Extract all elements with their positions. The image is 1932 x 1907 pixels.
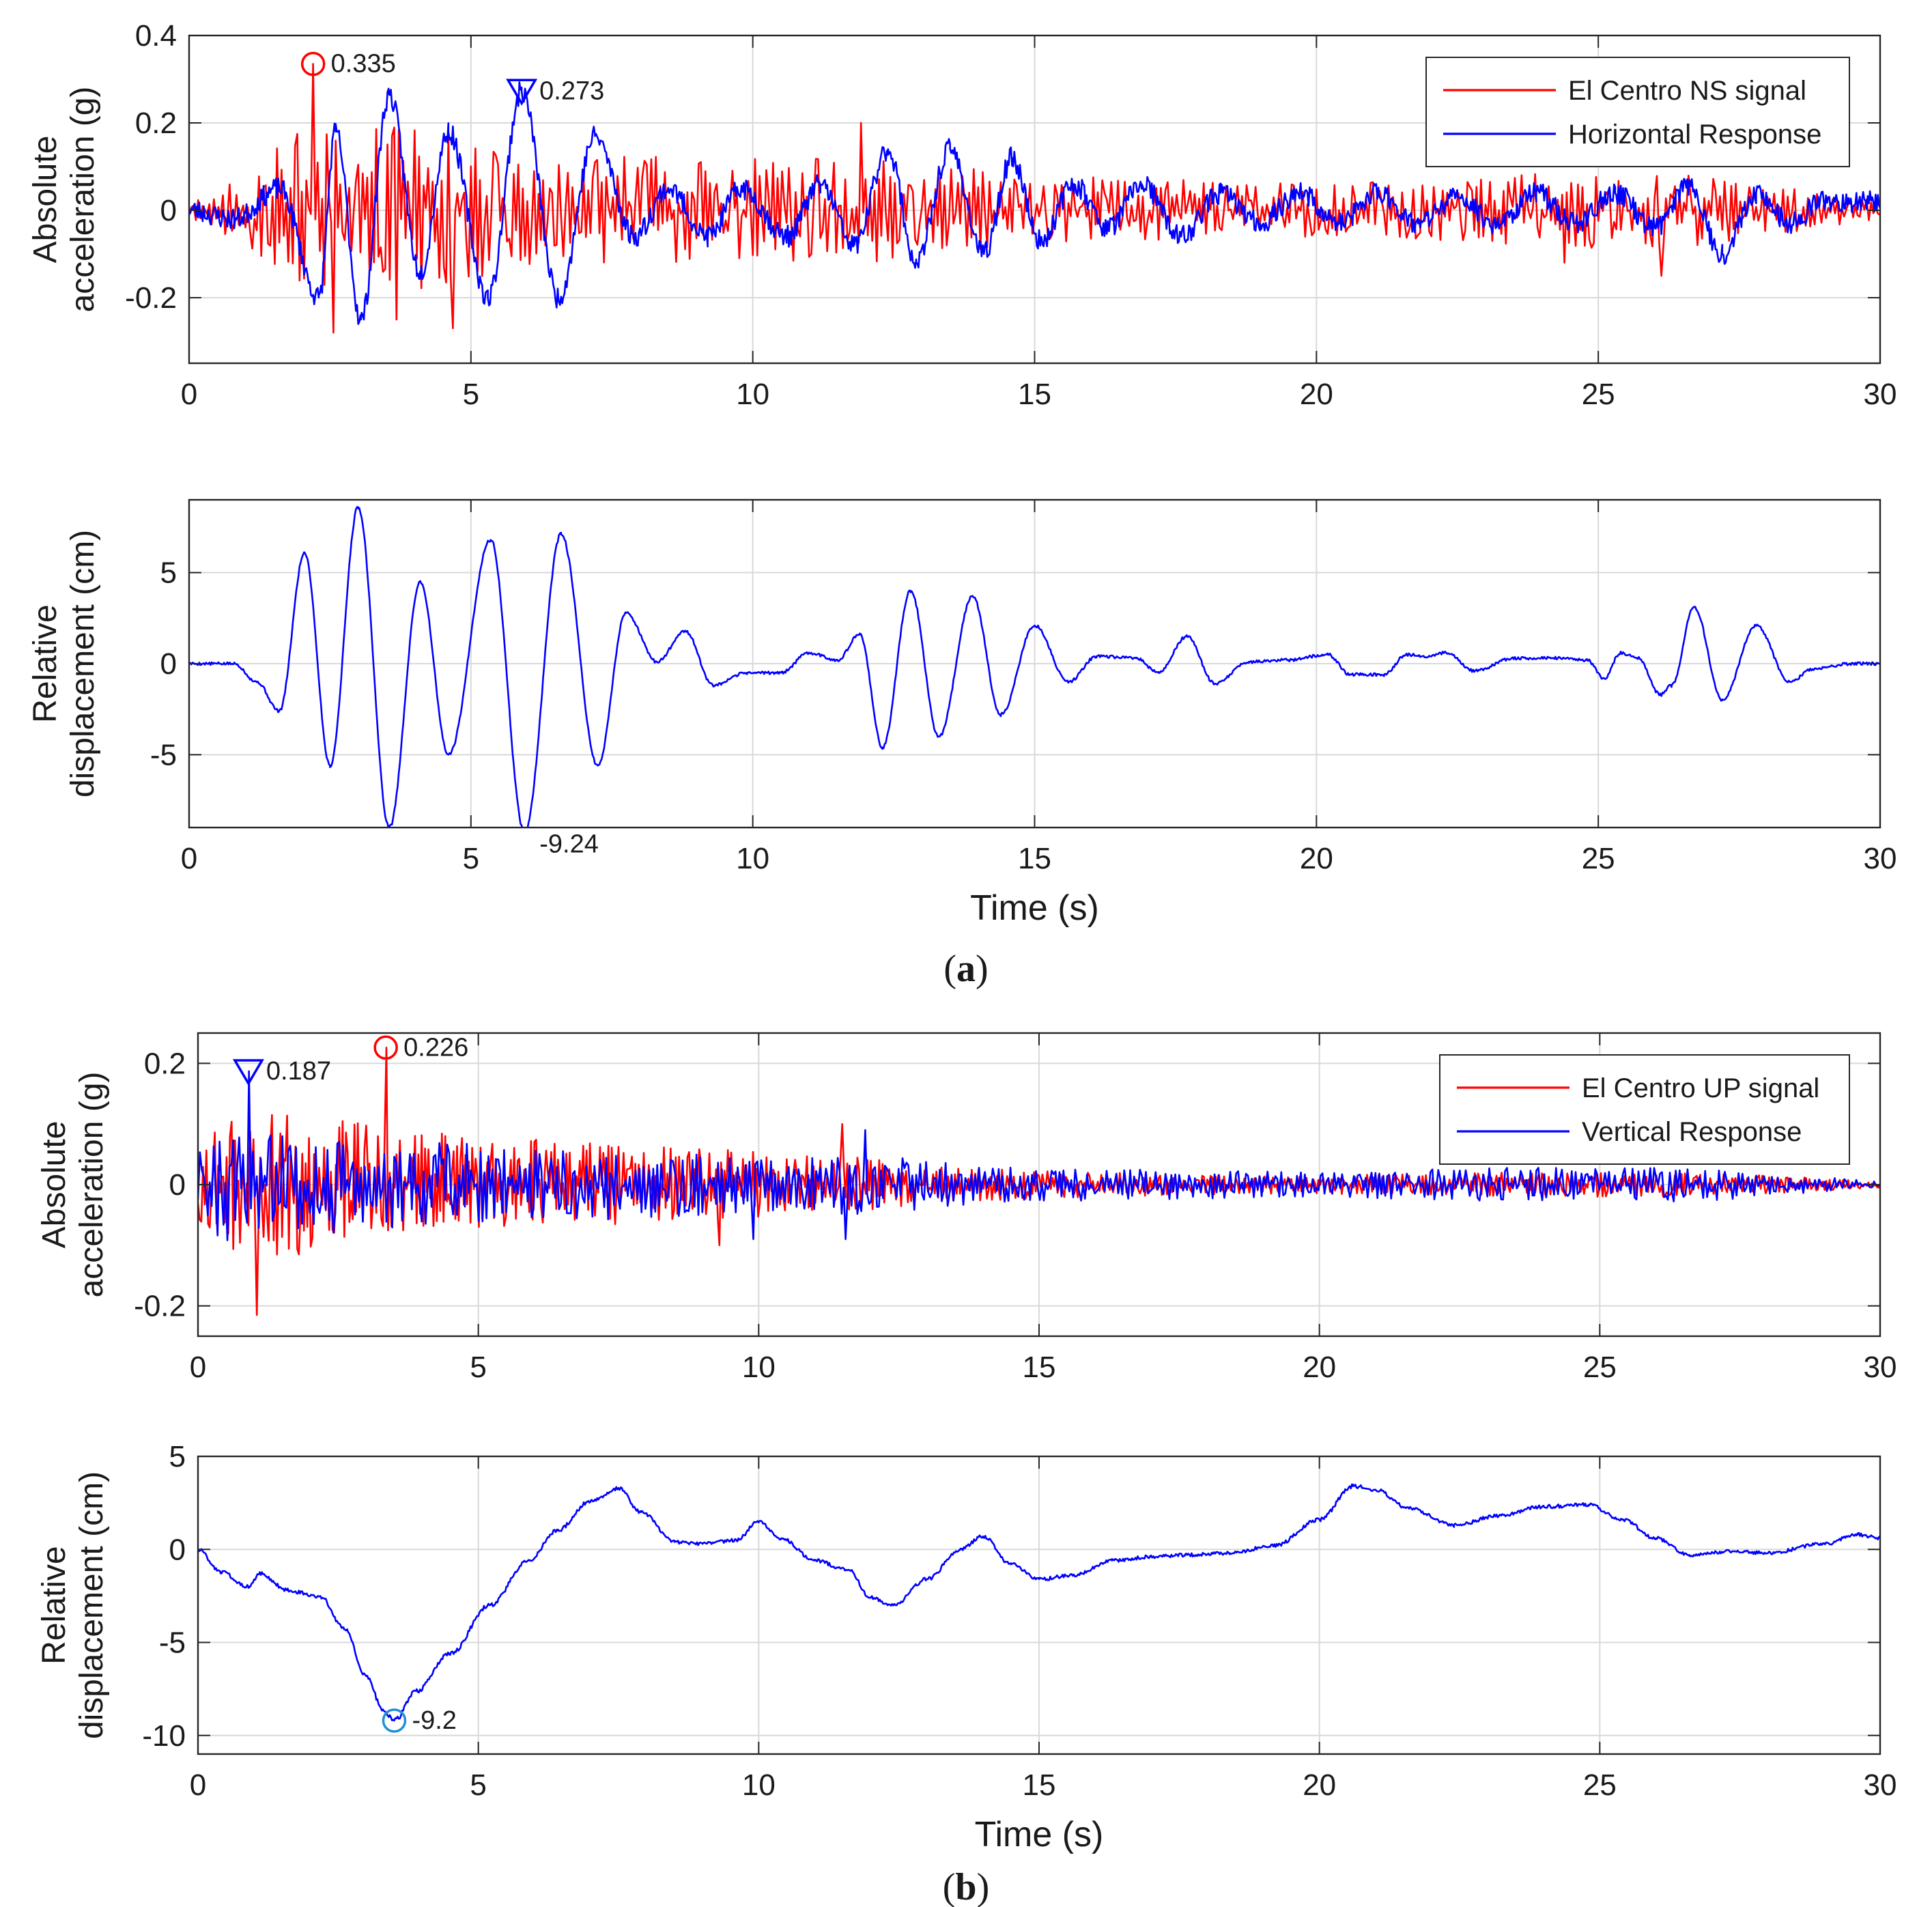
y-tick-label: 0.4	[135, 19, 177, 53]
y-axis-label-line1: Absolute	[36, 1121, 72, 1249]
x-tick-label: 30	[1864, 1768, 1897, 1802]
x-tick-label: 0	[181, 378, 197, 411]
circle-marker	[373, 1035, 398, 1060]
x-tick-label: 20	[1300, 378, 1333, 411]
y-axis-label-line2: displacement (cm)	[74, 1471, 110, 1739]
caption-paren-open: (	[943, 948, 956, 990]
x-axis-label: Time (s)	[970, 888, 1099, 928]
x-tick-label: 5	[463, 842, 479, 875]
x-tick-label: 0	[190, 1768, 206, 1802]
x-tick-label: 15	[1023, 1351, 1056, 1384]
chart-a_top: 0 5 10 15 20 25 30 -0.2 0 0.2 0.4 Absolute accelerat…	[27, 19, 1897, 411]
y-tick-label: 5	[160, 556, 177, 590]
y-tick-label: 0	[169, 1533, 186, 1566]
y-tick-label: -5	[159, 1626, 186, 1660]
caption-letter: a	[956, 948, 976, 990]
data-tip-marker: -9.24	[539, 830, 599, 858]
x-tick-label: 25	[1582, 378, 1615, 411]
y-axis-label-line1: Relative	[27, 604, 63, 722]
data-tip-label: 0.187	[266, 1057, 331, 1086]
y-tick-label: 0.2	[135, 107, 177, 140]
legend: El Centro UP signal Vertical Response	[1439, 1054, 1850, 1165]
x-tick-label: 5	[470, 1768, 486, 1802]
circle-marker	[300, 51, 326, 76]
x-tick-label: 20	[1300, 842, 1333, 875]
y-tick-label: 0	[169, 1168, 186, 1202]
x-tick-label: 10	[742, 1351, 776, 1384]
x-tick-label: 0	[181, 842, 197, 875]
x-tick-label: 10	[736, 842, 769, 875]
y-axis-label-line2: displacement (cm)	[65, 530, 101, 797]
triangle-marker	[232, 1059, 264, 1086]
x-tick-label: 30	[1864, 1351, 1897, 1384]
x-tick-label: 10	[742, 1768, 776, 1802]
x-tick-label: 10	[736, 378, 769, 411]
x-tick-label: 25	[1583, 1351, 1617, 1384]
legend-entry-label: Vertical Response	[1582, 1117, 1802, 1147]
y-tick-label: -0.2	[134, 1290, 186, 1323]
chart-a_bottom: 0 5 10 15 20 25 30 -5 0 5 Relative displacement (cm…	[27, 498, 1897, 928]
x-tick-label: 25	[1582, 842, 1615, 875]
series-group	[198, 1483, 1880, 1722]
x-tick-label: 0	[190, 1351, 206, 1384]
legend-entry-label: El Centro UP signal	[1582, 1073, 1819, 1103]
caption-letter: b	[955, 1866, 976, 1907]
x-tick-label: 5	[470, 1351, 486, 1384]
x-tick-label: 15	[1023, 1768, 1056, 1802]
el-centro-ns-signal-line	[189, 63, 1880, 334]
legend-box	[1425, 57, 1850, 167]
legend-entry-label: El Centro NS signal	[1568, 76, 1806, 106]
data-tip-marker: 0.335	[300, 50, 396, 79]
x-tick-label: 5	[463, 378, 479, 411]
data-tip-marker: 0.273	[506, 76, 604, 106]
chart-b_bottom: 0 5 10 15 20 25 30 -10 -5 0 5 Relative displacement …	[36, 1440, 1897, 1854]
triangle-marker	[506, 79, 538, 106]
x-tick-label: 15	[1018, 842, 1051, 875]
y-tick-label: 0.2	[144, 1047, 186, 1080]
subfigure-caption-b: (b)	[943, 1866, 989, 1907]
data-tip-marker: 0.226	[373, 1033, 468, 1062]
circle-marker	[382, 1708, 407, 1733]
series-group	[189, 63, 1880, 334]
relative-displacement-line	[189, 506, 1880, 828]
data-tip-label: -9.24	[539, 830, 599, 858]
horizontal-response-line	[189, 81, 1880, 325]
series-group	[198, 1047, 1880, 1316]
x-tick-label: 30	[1864, 378, 1897, 411]
y-tick-label: -5	[150, 738, 177, 772]
y-tick-label: 5	[169, 1440, 186, 1473]
y-axis-label-line2: acceleration (g)	[65, 87, 101, 313]
caption-paren-close: )	[976, 948, 989, 990]
x-tick-label: 20	[1303, 1768, 1336, 1802]
y-tick-label: 0	[160, 647, 177, 681]
caption-paren-close: )	[977, 1866, 990, 1907]
legend-box	[1439, 1054, 1850, 1165]
legend-entry-label: Horizontal Response	[1568, 119, 1821, 150]
data-tip-label: 0.273	[539, 76, 604, 105]
x-tick-label: 20	[1303, 1351, 1336, 1384]
series-group	[189, 506, 1880, 828]
data-tip-marker: -9.2	[382, 1706, 457, 1735]
y-axis-label-line2: acceleration (g)	[74, 1072, 110, 1298]
data-tip-label: 0.335	[331, 50, 396, 79]
y-axis-label-line1: Absolute	[27, 136, 63, 264]
caption-paren-open: (	[943, 1866, 956, 1907]
y-axis-label-line1: Relative	[36, 1546, 72, 1664]
y-tick-label: 0	[160, 194, 177, 227]
x-tick-label: 25	[1583, 1768, 1617, 1802]
data-tip-label: 0.226	[403, 1033, 468, 1062]
x-axis-label: Time (s)	[975, 1815, 1104, 1854]
vertical-response-line	[198, 1070, 1880, 1241]
x-tick-label: 30	[1864, 842, 1897, 875]
subfigure-caption-a: (a)	[943, 948, 988, 990]
legend: El Centro NS signal Horizontal Response	[1425, 57, 1850, 167]
data-tip-marker: 0.187	[232, 1057, 331, 1086]
y-tick-label: -0.2	[125, 281, 177, 315]
data-tip-label: -9.2	[412, 1706, 456, 1735]
x-tick-label: 15	[1018, 378, 1051, 411]
relative-displacement-line	[198, 1483, 1880, 1722]
y-tick-label: -10	[142, 1719, 186, 1753]
